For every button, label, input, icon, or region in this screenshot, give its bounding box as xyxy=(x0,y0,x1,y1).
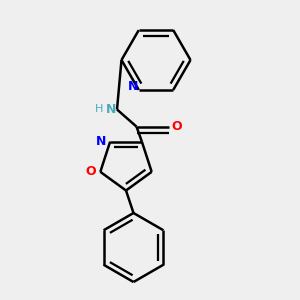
Text: O: O xyxy=(172,120,182,133)
Text: N: N xyxy=(96,135,106,148)
Text: N: N xyxy=(128,80,138,93)
Text: N: N xyxy=(106,103,116,116)
Text: O: O xyxy=(85,165,96,178)
Text: H: H xyxy=(95,104,103,115)
